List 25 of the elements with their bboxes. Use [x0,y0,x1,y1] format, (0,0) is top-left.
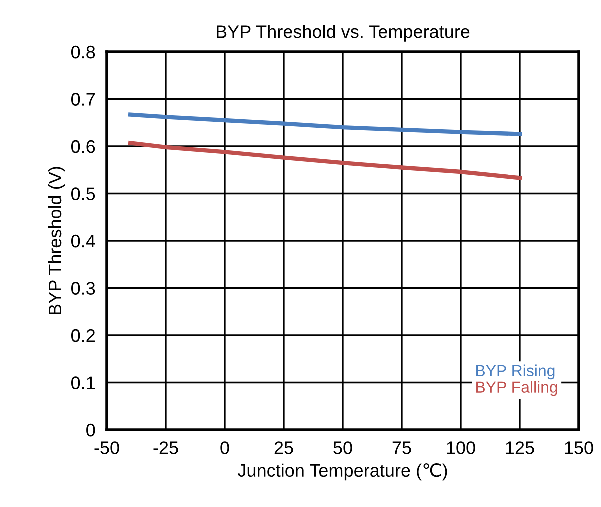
y-tick-label: 0.3 [71,282,96,295]
x-axis-title: Junction Temperature (℃) [238,464,448,481]
chart-title: BYP Threshold vs. Temperature [217,25,470,42]
y-tick-label: 0.8 [71,46,96,59]
y-tick-label: 0.6 [71,140,96,154]
y-tick-label: 0.4 [71,234,96,248]
x-tick-label: 50 [334,442,352,454]
x-tick-label: -25 [154,442,178,454]
y-tick-label: 0 [86,424,96,437]
y-tick-label: 0.2 [71,329,95,342]
y-tick-label: 0.7 [71,93,95,106]
y-tick-label: 0.1 [71,376,96,390]
x-tick-label: 150 [565,442,594,454]
x-tick-label: 100 [447,442,476,454]
line-series [128,141,522,180]
line-series [128,112,522,136]
x-tick-label: 125 [506,442,534,454]
y-axis-title: BYP Threshold (V) [48,167,66,314]
x-tick-label: 0 [220,442,230,454]
x-tick-label: 75 [392,442,412,454]
text: BYP Falling [476,381,558,396]
text: BYP Rising [476,364,555,380]
y-tick-label: 0.5 [71,188,96,200]
x-tick-label: -50 [94,442,120,454]
x-tick-label: 25 [274,442,294,454]
